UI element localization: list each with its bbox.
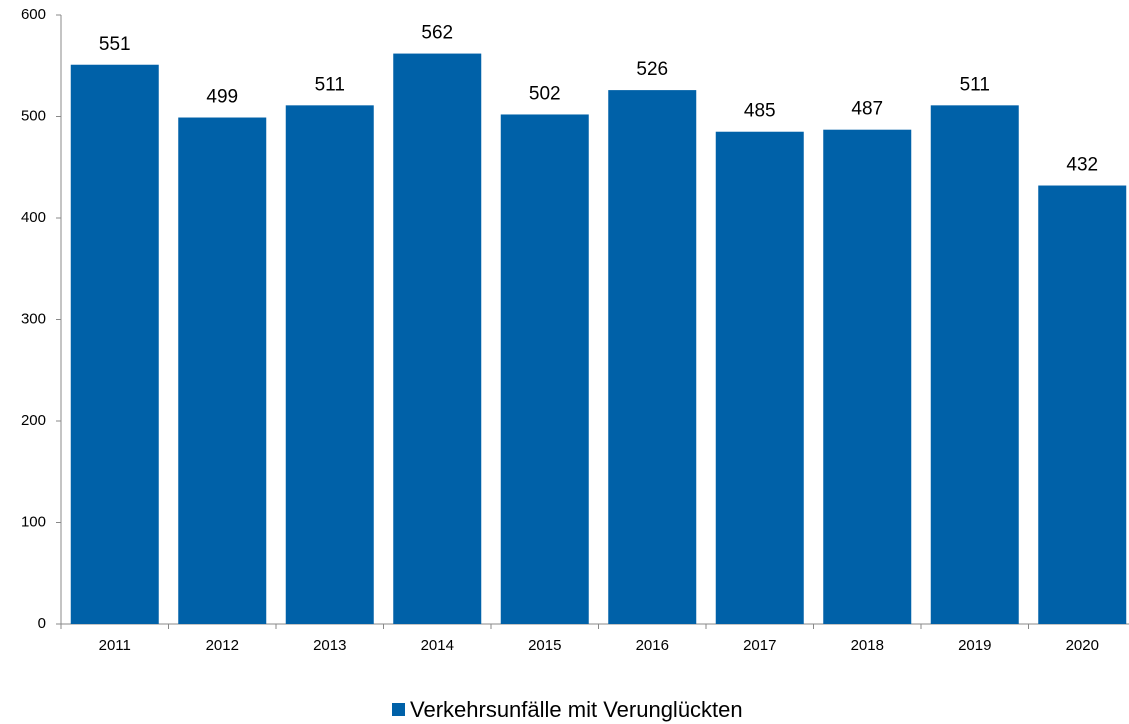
value-label: 487 <box>851 99 883 120</box>
value-label: 511 <box>960 74 990 95</box>
x-tick-label: 2014 <box>421 637 454 654</box>
value-label: 526 <box>636 59 668 80</box>
value-label: 432 <box>1066 155 1098 176</box>
y-tick-label: 400 <box>21 209 46 226</box>
value-label: 499 <box>206 87 238 108</box>
x-tick-label: 2012 <box>206 637 239 654</box>
bar <box>285 105 374 624</box>
x-tick-label: 2020 <box>1066 637 1099 654</box>
value-label: 551 <box>99 34 131 55</box>
legend-label: Verkehrsunfälle mit Verunglückten <box>410 697 743 722</box>
bar <box>393 53 482 624</box>
bar <box>70 64 159 625</box>
bar <box>608 90 697 625</box>
y-tick-label: 600 <box>21 6 46 23</box>
y-tick-label: 0 <box>38 615 46 632</box>
x-tick-label: 2019 <box>958 637 991 654</box>
value-label: 485 <box>744 101 776 122</box>
x-tick-label: 2013 <box>313 637 346 654</box>
x-tick-label: 2017 <box>743 637 776 654</box>
x-tick-label: 2011 <box>99 637 131 654</box>
legend-swatch <box>392 703 405 716</box>
y-tick-label: 100 <box>21 513 46 530</box>
x-tick-label: 2018 <box>851 637 884 654</box>
bar <box>1038 185 1127 624</box>
bar <box>500 114 589 624</box>
value-label: 502 <box>529 83 561 104</box>
x-tick-label: 2016 <box>636 637 669 654</box>
y-tick-label: 300 <box>21 310 46 327</box>
bar <box>178 117 267 624</box>
value-label: 511 <box>315 74 345 95</box>
bar <box>930 105 1019 624</box>
bar <box>823 129 912 624</box>
y-tick-label: 200 <box>21 412 46 429</box>
x-tick-label: 2015 <box>528 637 561 654</box>
value-label: 562 <box>421 23 453 44</box>
y-tick-label: 500 <box>21 107 46 124</box>
bar <box>715 131 804 624</box>
